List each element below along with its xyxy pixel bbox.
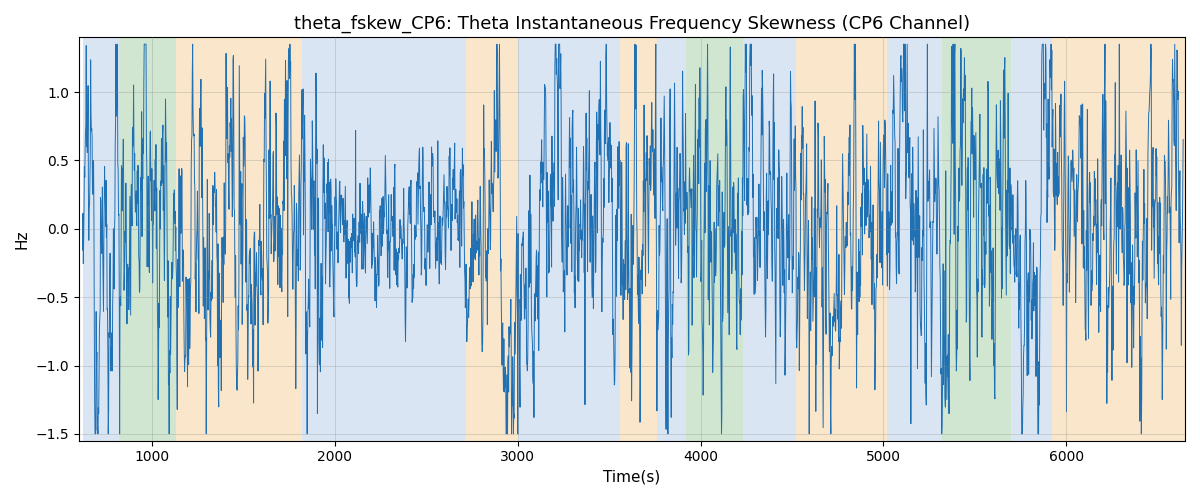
Bar	[743, 38, 796, 440]
Bar	[686, 38, 743, 440]
Title: theta_fskew_CP6: Theta Instantaneous Frequency Skewness (CP6 Channel): theta_fskew_CP6: Theta Instantaneous Fre…	[294, 15, 970, 34]
Bar	[302, 38, 467, 440]
Bar	[467, 38, 517, 440]
Bar	[796, 38, 887, 440]
Bar	[83, 38, 119, 440]
Bar	[119, 38, 176, 440]
Bar	[1012, 38, 1051, 440]
Bar	[656, 38, 686, 440]
Bar	[620, 38, 656, 440]
Bar	[1051, 38, 1186, 440]
Y-axis label: Hz: Hz	[14, 230, 30, 249]
Bar	[887, 38, 942, 440]
Bar	[942, 38, 1012, 440]
X-axis label: Time(s): Time(s)	[604, 470, 660, 485]
Bar	[176, 38, 302, 440]
Bar	[517, 38, 620, 440]
